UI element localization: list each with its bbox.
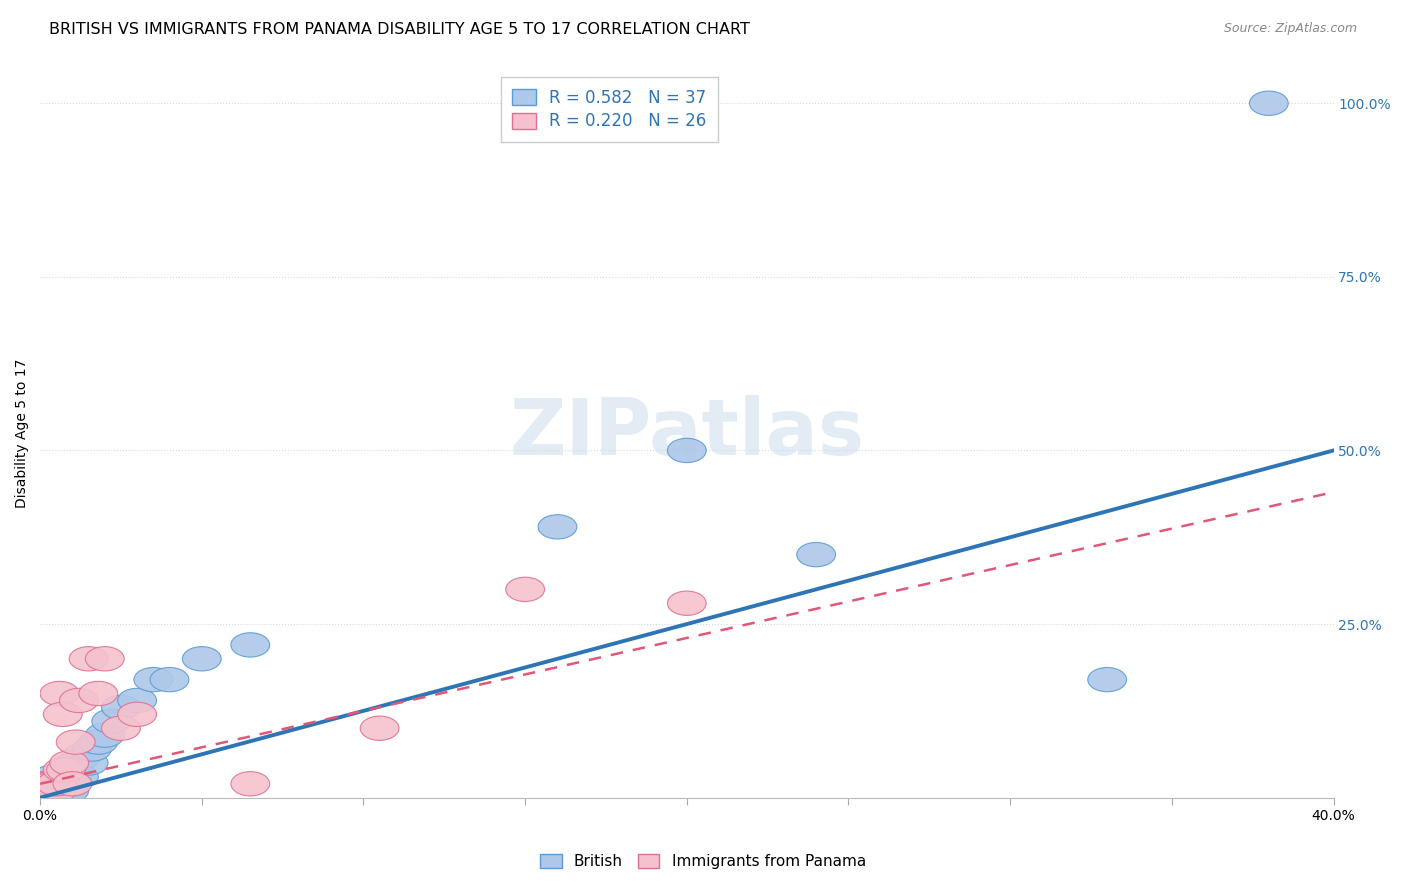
Ellipse shape xyxy=(63,744,101,768)
Ellipse shape xyxy=(150,667,188,692)
Ellipse shape xyxy=(24,779,63,803)
Ellipse shape xyxy=(101,695,141,720)
Ellipse shape xyxy=(506,577,544,601)
Ellipse shape xyxy=(44,757,82,782)
Ellipse shape xyxy=(101,716,141,740)
Text: ZIPatlas: ZIPatlas xyxy=(509,395,865,471)
Legend: British, Immigrants from Panama: British, Immigrants from Panama xyxy=(534,847,872,875)
Ellipse shape xyxy=(37,779,76,803)
Ellipse shape xyxy=(27,772,66,796)
Ellipse shape xyxy=(44,772,82,796)
Ellipse shape xyxy=(24,772,63,796)
Ellipse shape xyxy=(49,772,89,796)
Text: Source: ZipAtlas.com: Source: ZipAtlas.com xyxy=(1223,22,1357,36)
Ellipse shape xyxy=(44,702,82,726)
Ellipse shape xyxy=(79,730,118,755)
Ellipse shape xyxy=(31,779,69,803)
Ellipse shape xyxy=(46,764,86,789)
Ellipse shape xyxy=(31,772,69,796)
Ellipse shape xyxy=(91,709,131,733)
Ellipse shape xyxy=(56,751,96,775)
Ellipse shape xyxy=(31,779,69,803)
Ellipse shape xyxy=(118,702,156,726)
Ellipse shape xyxy=(79,681,118,706)
Ellipse shape xyxy=(49,779,89,803)
Ellipse shape xyxy=(31,772,69,796)
Ellipse shape xyxy=(34,772,73,796)
Ellipse shape xyxy=(37,779,76,803)
Ellipse shape xyxy=(44,779,82,803)
Ellipse shape xyxy=(118,689,156,713)
Text: BRITISH VS IMMIGRANTS FROM PANAMA DISABILITY AGE 5 TO 17 CORRELATION CHART: BRITISH VS IMMIGRANTS FROM PANAMA DISABI… xyxy=(49,22,749,37)
Ellipse shape xyxy=(668,591,706,615)
Ellipse shape xyxy=(56,730,96,755)
Ellipse shape xyxy=(360,716,399,740)
Ellipse shape xyxy=(86,723,124,747)
Ellipse shape xyxy=(59,764,98,789)
Ellipse shape xyxy=(59,689,98,713)
Ellipse shape xyxy=(538,515,576,539)
Ellipse shape xyxy=(668,438,706,463)
Ellipse shape xyxy=(53,772,91,796)
Ellipse shape xyxy=(134,667,173,692)
Ellipse shape xyxy=(86,647,124,671)
Ellipse shape xyxy=(69,751,108,775)
Legend: R = 0.582   N = 37, R = 0.220   N = 26: R = 0.582 N = 37, R = 0.220 N = 26 xyxy=(501,77,718,142)
Ellipse shape xyxy=(34,779,73,803)
Ellipse shape xyxy=(41,772,79,796)
Ellipse shape xyxy=(797,542,835,566)
Ellipse shape xyxy=(41,779,79,803)
Ellipse shape xyxy=(183,647,221,671)
Ellipse shape xyxy=(1088,667,1126,692)
Ellipse shape xyxy=(37,772,76,796)
Ellipse shape xyxy=(24,779,63,803)
Ellipse shape xyxy=(73,737,111,761)
Ellipse shape xyxy=(1250,91,1288,115)
Ellipse shape xyxy=(49,751,89,775)
Ellipse shape xyxy=(231,632,270,657)
Ellipse shape xyxy=(69,647,108,671)
Ellipse shape xyxy=(27,779,66,803)
Ellipse shape xyxy=(27,772,66,796)
Ellipse shape xyxy=(34,764,73,789)
Ellipse shape xyxy=(46,779,86,803)
Ellipse shape xyxy=(46,757,86,782)
Ellipse shape xyxy=(27,779,66,803)
Ellipse shape xyxy=(53,764,91,789)
Ellipse shape xyxy=(41,681,79,706)
Ellipse shape xyxy=(37,772,76,796)
Ellipse shape xyxy=(231,772,270,796)
Y-axis label: Disability Age 5 to 17: Disability Age 5 to 17 xyxy=(15,359,30,508)
